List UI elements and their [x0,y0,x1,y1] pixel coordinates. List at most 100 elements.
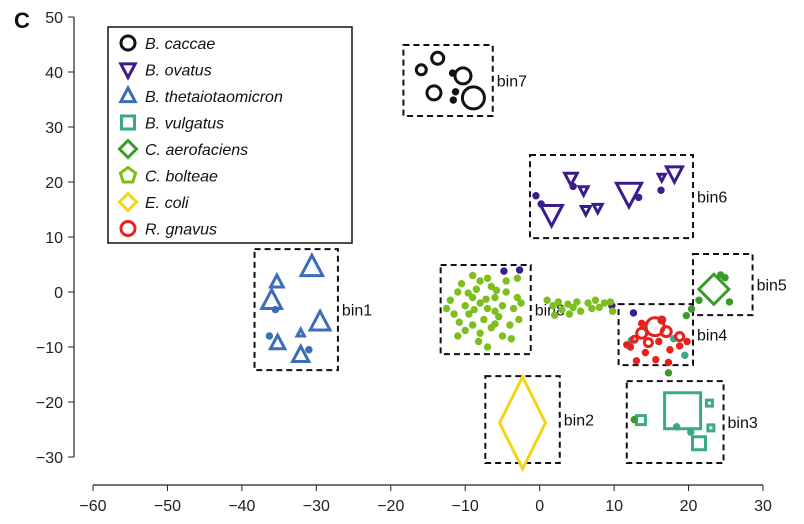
x-tick-label: −40 [228,498,255,515]
data-point [642,337,654,349]
legend-label: R. gnavus [145,222,217,239]
bin-box [617,303,695,367]
y-tick-label: −10 [36,340,63,357]
legend-label: C. bolteae [145,169,218,186]
data-point [449,96,458,104]
bin-label: bin3 [728,415,758,432]
bin-label: bin1 [342,303,372,320]
data-point [595,303,603,312]
bin-box [484,375,561,465]
data-point [637,319,646,328]
data-point [497,373,548,473]
data-point [666,346,674,354]
x-tick-label: 10 [605,498,623,515]
data-point [294,326,307,338]
data-point [464,289,472,297]
data-point [492,286,501,295]
series-r-gnavus [623,315,691,367]
legend-marker-icon [117,138,139,160]
data-point [498,332,507,340]
data-point [558,305,566,314]
bin-label: bin6 [697,190,727,207]
data-point [659,325,673,339]
data-point [298,252,326,278]
data-point [695,296,703,304]
data-point [476,299,484,307]
data-point [562,171,580,189]
data-point [461,302,469,310]
data-point [430,50,446,66]
data-point [513,293,522,302]
data-point [305,346,313,354]
series-b-thetaiotaomicron [259,252,333,364]
data-point [682,311,691,320]
legend-marker-icon [117,191,139,213]
data-point [681,351,689,359]
data-point [265,332,274,340]
x-tick-label: −60 [79,498,106,515]
bin-label: bin2 [564,413,594,430]
bin-label: bin4 [697,328,727,345]
data-point [576,307,585,315]
bin-box [439,264,532,356]
legend: B. caccae B. ovatus B. thetaiotaomicron B. … [107,26,353,244]
data-point [515,266,524,274]
data-points [259,50,734,473]
data-point [549,302,557,310]
data-point [515,315,523,324]
data-point [480,315,488,324]
data-point [608,307,617,315]
data-point [538,204,565,230]
data-point [468,271,477,280]
data-point [635,326,649,340]
bin-label: bin7 [497,74,527,91]
data-point [465,310,473,318]
data-point [414,63,428,77]
y-tick-label: 10 [45,230,63,247]
legend-label: E. coli [145,195,189,212]
data-point [725,298,734,306]
y-tick-label: 0 [54,285,63,302]
data-point [457,280,466,288]
data-point [655,172,668,185]
data-point [451,88,460,96]
data-point [532,192,540,200]
data-point [517,299,525,307]
data-point [632,357,641,365]
data-point [663,391,703,431]
y-tick-label: 50 [45,10,63,27]
data-point [307,308,333,332]
data-point [629,309,638,317]
data-point [487,282,495,291]
x-tick-label: 20 [680,498,698,515]
y-tick-label: −30 [36,450,63,467]
data-point [502,277,510,285]
data-point [634,193,643,202]
series-b-caccae [414,50,486,111]
data-point [675,342,684,350]
data-point [664,358,673,367]
legend-label: B. vulgatus [145,116,224,133]
data-point [696,272,731,307]
y-tick-label: 30 [45,120,63,137]
data-point [687,305,696,313]
data-point [664,369,673,377]
data-point [657,186,665,194]
x-tick-label: 0 [535,498,544,515]
x-tick-label: −50 [154,498,181,515]
legend-marker-icon [118,62,138,81]
data-point [442,304,451,313]
data-point [716,271,725,279]
data-point [468,293,477,302]
series-e-coli [497,373,548,473]
data-point [606,298,615,306]
data-point [450,310,458,318]
data-point [576,185,591,199]
data-point [461,326,469,335]
bin-box [402,44,494,117]
data-point [491,293,499,302]
data-point [704,398,714,408]
data-point [565,310,574,318]
data-point [268,271,286,289]
